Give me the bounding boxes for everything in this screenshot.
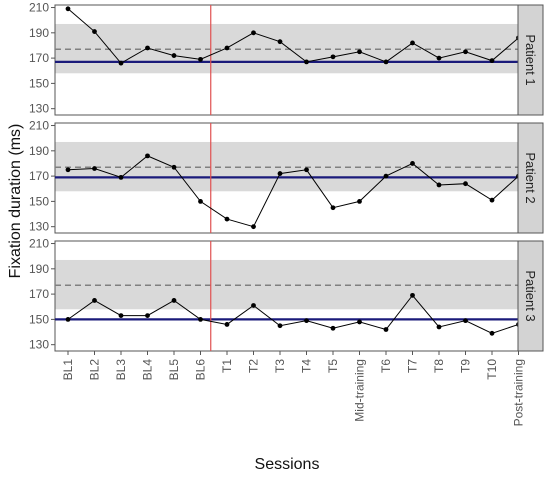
- data-point: [277, 323, 283, 329]
- y-axis-title: Fixation duration (ms): [7, 124, 24, 279]
- x-tick-label: T5: [326, 359, 340, 373]
- data-point: [65, 167, 71, 173]
- data-point: [118, 60, 124, 66]
- data-point: [463, 49, 468, 55]
- x-tick-label: T7: [406, 359, 420, 373]
- data-point: [171, 53, 177, 58]
- data-point: [198, 198, 203, 204]
- series-line: [67, 294, 519, 334]
- data-point: [92, 298, 97, 303]
- y-tick-label: 210: [29, 119, 49, 133]
- data-point: [65, 6, 71, 12]
- data-point: [224, 322, 230, 327]
- y-tick-label: 150: [29, 312, 49, 326]
- x-tick-label: Mid-training: [353, 359, 367, 422]
- series-line: [67, 8, 519, 64]
- data-point: [436, 55, 442, 61]
- data-point: [410, 292, 415, 298]
- x-tick-label: T3: [273, 359, 287, 373]
- x-tick-label: T2: [247, 359, 261, 373]
- y-tick-label: 130: [29, 338, 49, 352]
- data-point: [304, 167, 309, 173]
- data-point: [357, 49, 362, 55]
- data-point: [145, 45, 150, 51]
- data-point: [171, 298, 177, 303]
- data-point: [198, 56, 203, 62]
- data-point: [357, 198, 362, 204]
- data-point: [304, 59, 309, 65]
- data-point: [198, 316, 203, 322]
- data-point: [330, 325, 336, 331]
- panel-strip-label: Patient 2: [523, 152, 538, 203]
- data-point: [251, 30, 256, 36]
- data-point: [463, 318, 468, 324]
- y-tick-label: 130: [29, 102, 49, 116]
- data-point: [383, 59, 389, 65]
- x-tick-label: T10: [485, 359, 499, 380]
- data-point: [436, 182, 442, 188]
- x-tick-label: BL5: [167, 359, 181, 381]
- x-axis-title: Sessions: [255, 456, 320, 473]
- y-tick-label: 210: [29, 1, 49, 15]
- data-point: [65, 316, 71, 322]
- y-tick-label: 150: [29, 194, 49, 208]
- y-tick-label: 190: [29, 26, 49, 40]
- data-point: [145, 153, 150, 159]
- panel-strip: [517, 4, 544, 116]
- data-point: [118, 174, 124, 180]
- x-tick-label: BL1: [61, 359, 75, 381]
- data-point: [277, 39, 283, 45]
- data-point: [383, 173, 389, 179]
- data-point: [251, 303, 256, 308]
- x-tick-label: T9: [459, 359, 473, 373]
- panel-strip-label: Patient 3: [523, 270, 538, 321]
- x-tick-label: BL4: [141, 359, 155, 381]
- x-tick-label: BL3: [114, 359, 128, 381]
- y-tick-label: 190: [29, 144, 49, 158]
- y-tick-label: 190: [29, 262, 49, 276]
- data-point: [330, 205, 336, 211]
- x-tick-label: BL6: [194, 359, 208, 381]
- data-point: [436, 324, 442, 330]
- data-point: [277, 171, 283, 176]
- panel-strip: [517, 240, 544, 352]
- panel-strip-label: Patient 1: [523, 34, 538, 85]
- y-tick-label: 210: [29, 237, 49, 251]
- y-tick-label: 170: [29, 169, 49, 183]
- data-point: [410, 161, 415, 166]
- data-point: [224, 216, 230, 222]
- x-tick-label: BL2: [88, 359, 102, 381]
- panel-strip: [517, 122, 544, 234]
- data-point: [304, 318, 309, 324]
- data-point: [92, 166, 97, 171]
- y-tick-label: 170: [29, 287, 49, 301]
- data-point: [118, 313, 124, 318]
- data-point: [171, 164, 177, 170]
- data-point: [330, 54, 336, 60]
- data-point: [489, 197, 495, 203]
- x-tick-label: T8: [432, 359, 446, 373]
- data-point: [357, 319, 362, 325]
- data-point: [383, 327, 389, 332]
- series-line: [67, 155, 519, 228]
- x-tick-label: T4: [300, 359, 314, 373]
- data-point: [489, 58, 495, 64]
- x-tick-label: T1: [220, 359, 234, 373]
- x-tick-label: T6: [379, 359, 393, 373]
- data-point: [145, 313, 150, 318]
- data-point: [489, 330, 495, 336]
- y-tick-label: 130: [29, 220, 49, 234]
- data-point: [92, 29, 97, 34]
- x-tick-label: Post-training: [512, 359, 526, 426]
- y-tick-label: 170: [29, 51, 49, 65]
- data-point: [251, 224, 256, 230]
- data-point: [224, 45, 230, 51]
- data-point: [463, 181, 468, 187]
- y-tick-label: 150: [29, 76, 49, 90]
- data-point: [410, 40, 415, 46]
